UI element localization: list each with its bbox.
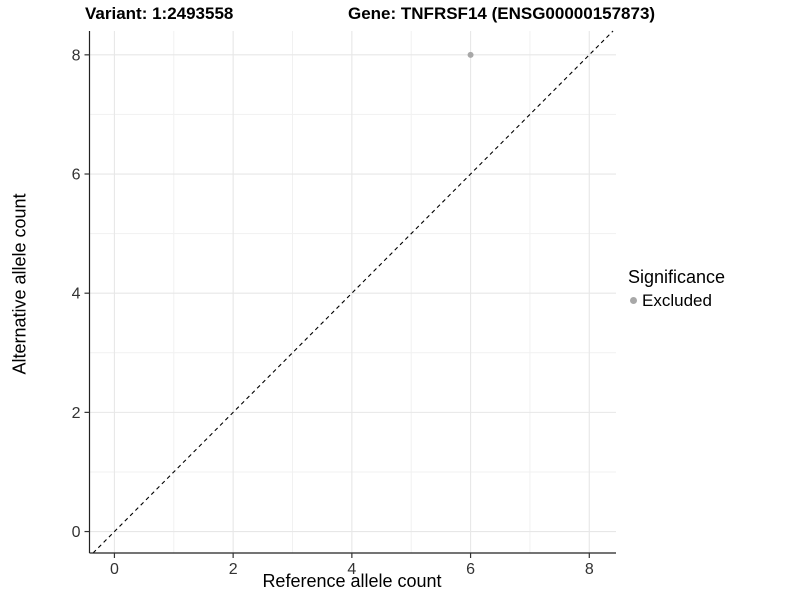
legend-title: Significance: [628, 267, 726, 287]
axis-lines: [88, 31, 616, 554]
axis-tick-marks: [84, 54, 590, 558]
plot-title-variant: Variant: 1:2493558: [85, 4, 234, 23]
gridlines-minor: [89, 31, 616, 553]
plot-title-gene: Gene: TNFRSF14 (ENSG00000157873): [348, 4, 656, 23]
legend: Significance Excluded: [628, 266, 725, 312]
legend-point-icon: [630, 297, 637, 304]
y-tick-label: 6: [72, 167, 81, 184]
x-tick-label: 8: [585, 561, 594, 578]
legend-entry-excluded: Excluded: [628, 289, 725, 312]
x-tick-label: 4: [347, 561, 356, 578]
y-tick-label: 4: [72, 286, 81, 303]
legend-entry-label: Excluded: [642, 291, 712, 310]
y-tick-label: 2: [72, 405, 81, 422]
gridlines-major: [89, 31, 616, 553]
data-point: [467, 51, 474, 58]
x-tick-label: 0: [110, 561, 119, 578]
y-tick-label: 0: [72, 524, 81, 541]
identity-dashed-line: [92, 30, 614, 554]
y-tick-label: 8: [72, 47, 81, 64]
x-tick-label: 2: [229, 561, 238, 578]
axis-tick-labels: 0 2 4 6 8 0 2 4 6 8: [72, 47, 594, 578]
y-axis-title: Alternative allele count: [9, 193, 30, 375]
data-points: [467, 51, 474, 58]
x-tick-label: 6: [466, 561, 475, 578]
identity-line: [92, 30, 614, 554]
x-axis-title: Reference allele count: [262, 571, 442, 591]
